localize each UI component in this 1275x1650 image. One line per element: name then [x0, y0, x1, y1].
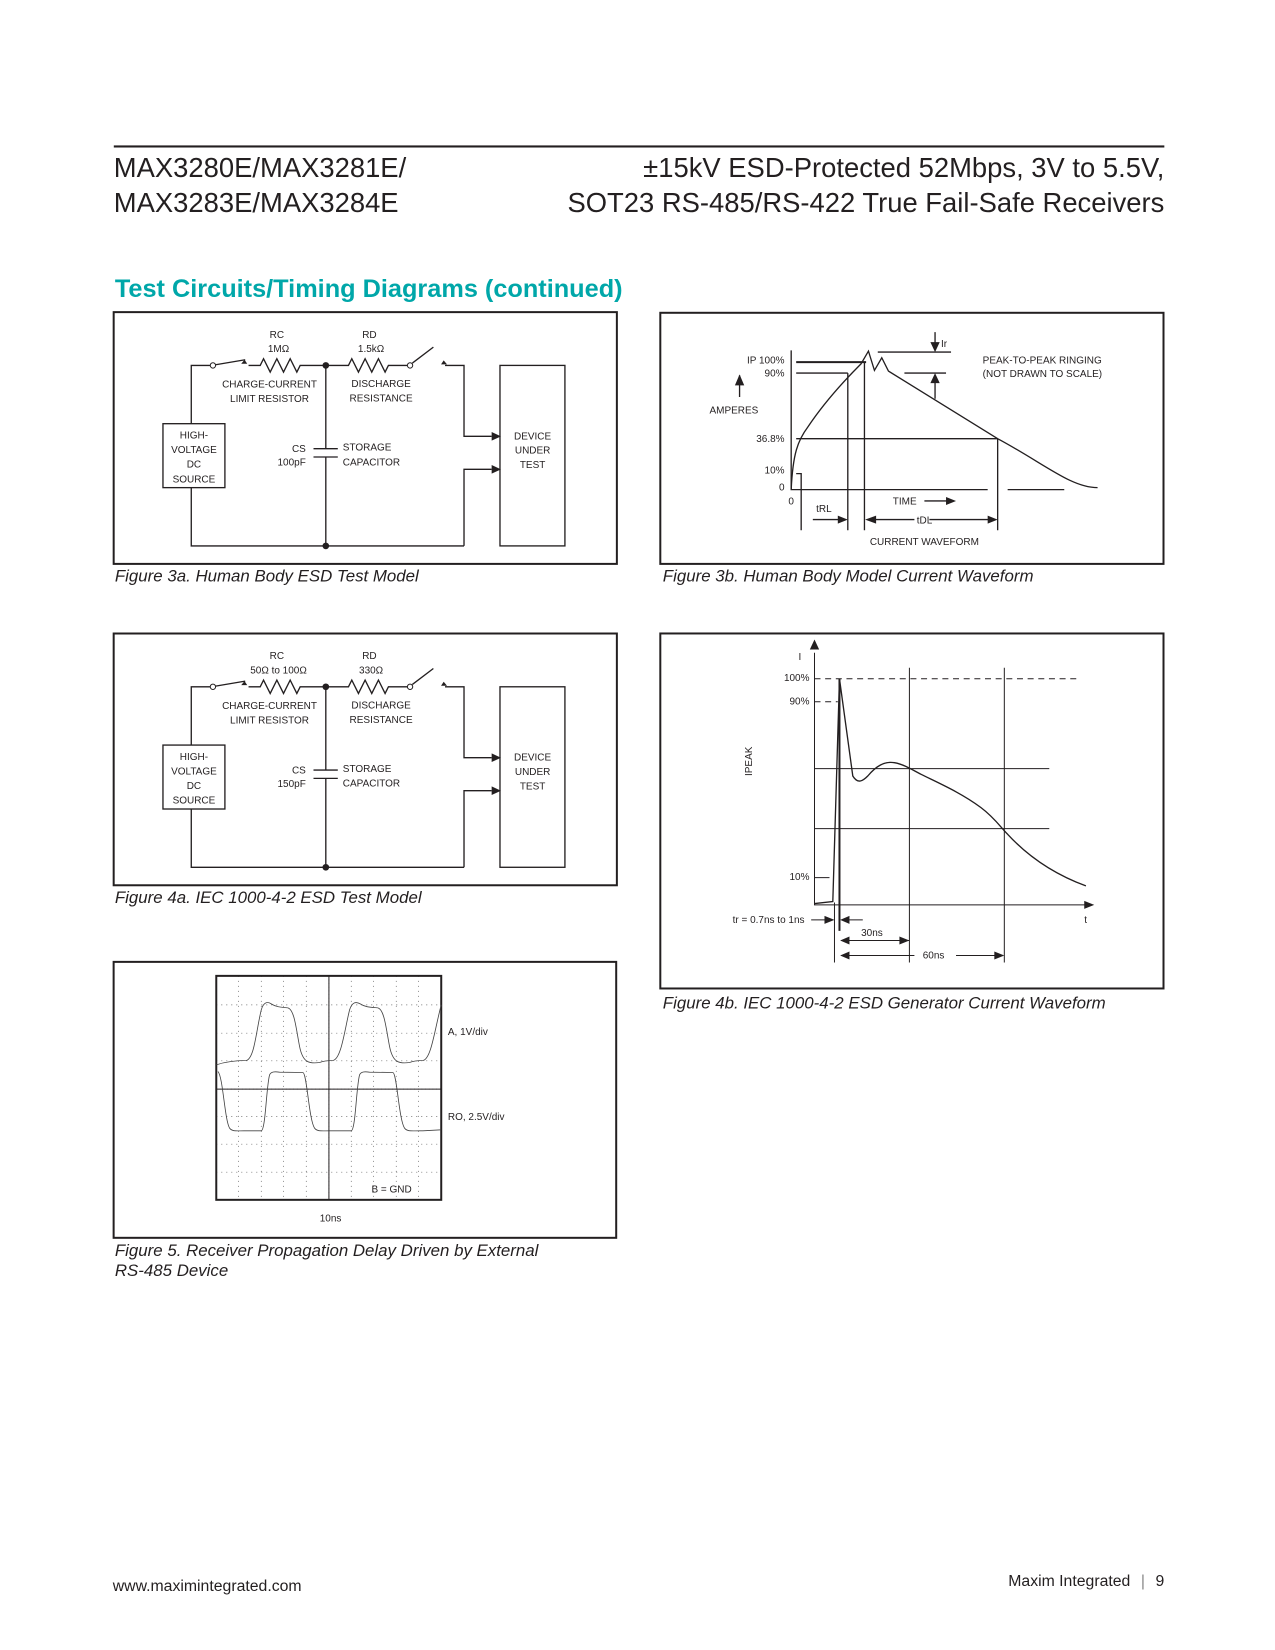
- p368-label: 36.8%: [756, 434, 784, 445]
- current-waveform-label: CURRENT WAVEFORM: [870, 537, 979, 548]
- rd-value: 1.5kΩ: [357, 344, 384, 355]
- t-axis-label: t: [1084, 915, 1087, 926]
- figure-3b-caption: Figure 3b. Human Body Model Current Wave…: [662, 567, 1034, 586]
- rc-value: 1MΩ: [267, 344, 289, 355]
- 30ns-label: 30ns: [861, 928, 883, 939]
- part-numbers: MAX3280E/MAX3281E/ MAX3283E/MAX3284E: [114, 151, 406, 221]
- dut-label-1: DEVICE: [513, 431, 551, 442]
- ringing-label-2: (NOT DRAWN TO SCALE): [983, 369, 1102, 380]
- channel-b-label: B = GND: [372, 1184, 412, 1195]
- title-line2: SOT23 RS-485/RS-422 True Fail-Safe Recei…: [567, 186, 1165, 219]
- source-label-3: DC: [186, 781, 200, 792]
- section-heading: Test Circuits/Timing Diagrams (continued…: [114, 275, 623, 304]
- waveform-drawing: [734, 332, 1098, 531]
- rc-label: RC: [269, 330, 283, 341]
- cap-desc-1: STORAGE: [342, 442, 391, 453]
- cs-value: 150pF: [277, 779, 305, 790]
- tdl-label: tDL: [917, 516, 933, 527]
- ip-label: IP 100%: [747, 356, 785, 367]
- document-title: ±15kV ESD-Protected 52Mbps, 3V to 5.5V, …: [567, 151, 1164, 221]
- rc-desc-1: CHARGE-CURRENT: [222, 380, 317, 391]
- cap-desc-2: CAPACITOR: [342, 778, 399, 789]
- channel-ro-label: RO, 2.5V/div: [448, 1112, 505, 1123]
- figure-4b-caption: Figure 4b. IEC 1000-4-2 ESD Generator Cu…: [662, 994, 1106, 1013]
- zero-y-label: 0: [779, 482, 785, 493]
- rc-desc-1: CHARGE-CURRENT: [222, 701, 317, 712]
- figure-3a-caption: Figure 3a. Human Body ESD Test Model: [114, 567, 419, 586]
- ipeak-label: IPEAK: [744, 746, 755, 776]
- circuit-drawing: [112, 632, 618, 887]
- source-label-2: VOLTAGE: [171, 766, 217, 777]
- ir-label: Ir: [941, 339, 948, 350]
- cs-label: CS: [291, 444, 305, 455]
- part-numbers-line2: MAX3283E/MAX3284E: [113, 186, 399, 219]
- zero-x-label: 0: [788, 496, 794, 507]
- footer-right: Maxim Integrated | 9: [1008, 1572, 1164, 1590]
- rd-desc-1: DISCHARGE: [351, 700, 411, 711]
- footer-company: Maxim Integrated: [1008, 1572, 1131, 1591]
- p10-label: 10%: [765, 466, 785, 477]
- i-axis-label: I: [799, 652, 802, 663]
- figure-5-caption: Figure 5. Receiver Propagation Delay Dri…: [115, 1241, 539, 1281]
- tr-label: tr = 0.7ns to 1ns: [733, 915, 805, 926]
- title-line1: ±15kV ESD-Protected 52Mbps, 3V to 5.5V,: [643, 151, 1165, 184]
- channel-a-label: A, 1V/div: [448, 1027, 488, 1038]
- figure-4a-circuit: RC 50Ω to 100Ω CHARGE-CURRENT LIMIT RESI…: [112, 632, 618, 887]
- rc-desc-2: LIMIT RESISTOR: [230, 715, 309, 726]
- oscilloscope-screen: [215, 974, 443, 1201]
- figure-4a-caption: Figure 4a. IEC 1000-4-2 ESD Test Model: [114, 889, 422, 908]
- dut-label-2: UNDER: [514, 445, 550, 456]
- time-label: TIME: [893, 496, 917, 507]
- source-label-3: DC: [186, 459, 200, 470]
- dut-label-3: TEST: [519, 781, 545, 792]
- cs-label: CS: [291, 765, 305, 776]
- footer-separator: |: [1140, 1572, 1146, 1591]
- source-label-1: HIGH-: [179, 430, 207, 441]
- rd-label: RD: [362, 330, 376, 341]
- 60ns-label: 60ns: [923, 951, 945, 962]
- source-label-4: SOURCE: [172, 795, 215, 806]
- rd-desc-2: RESISTANCE: [349, 715, 412, 726]
- rd-desc-2: RESISTANCE: [349, 393, 412, 404]
- figure-3b-waveform: IP 100% 90% 36.8% 10% 0 AMPERES 0 Ir PEA…: [659, 311, 1165, 565]
- source-label-4: SOURCE: [172, 474, 215, 485]
- page-number: 9: [1155, 1572, 1165, 1591]
- figure-5-scope-capture: A, 1V/div RO, 2.5V/div B = GND 10ns: [113, 960, 618, 1239]
- rd-desc-1: DISCHARGE: [351, 379, 411, 390]
- dut-label-1: DEVICE: [513, 753, 551, 764]
- source-label-2: VOLTAGE: [171, 445, 217, 456]
- p100-label: 100%: [784, 673, 810, 684]
- p90-label: 90%: [765, 368, 785, 379]
- p90-label: 90%: [790, 696, 810, 707]
- source-label-1: HIGH-: [179, 752, 207, 763]
- header-rule: [113, 145, 1165, 148]
- rc-label: RC: [269, 651, 283, 662]
- cap-desc-1: STORAGE: [342, 764, 391, 775]
- trl-label: tRL: [816, 504, 832, 515]
- waveform-drawing: [809, 639, 1095, 963]
- p10-label: 10%: [790, 872, 810, 883]
- rd-label: RD: [362, 651, 376, 662]
- figure-5-caption-line2: RS-485 Device: [114, 1262, 229, 1281]
- rc-desc-2: LIMIT RESISTOR: [230, 394, 309, 405]
- figure-5-caption-line1: Figure 5. Receiver Propagation Delay Dri…: [114, 1242, 539, 1261]
- cap-desc-2: CAPACITOR: [342, 457, 399, 468]
- ringing-label-1: PEAK-TO-PEAK RINGING: [983, 356, 1102, 367]
- circuit-drawing: [112, 310, 618, 565]
- timebase-label: 10ns: [320, 1213, 342, 1224]
- part-numbers-line1: MAX3280E/MAX3281E/: [113, 151, 407, 184]
- dut-label-3: TEST: [519, 460, 545, 471]
- amperes-label: AMPERES: [709, 406, 758, 417]
- rc-value: 50Ω to 100Ω: [250, 665, 307, 676]
- rd-value: 330Ω: [359, 665, 384, 676]
- footer-url[interactable]: www.maximintegrated.com: [112, 1577, 302, 1596]
- figure-3a-circuit: RC 1MΩ CHARGE-CURRENT LIMIT RESISTOR RD …: [112, 310, 618, 565]
- dut-label-2: UNDER: [514, 767, 550, 778]
- figure-4b-waveform: 100% 90% 10% tr = 0.7ns to 1ns I IPEAK t…: [659, 632, 1165, 990]
- cs-value: 100pF: [277, 457, 305, 468]
